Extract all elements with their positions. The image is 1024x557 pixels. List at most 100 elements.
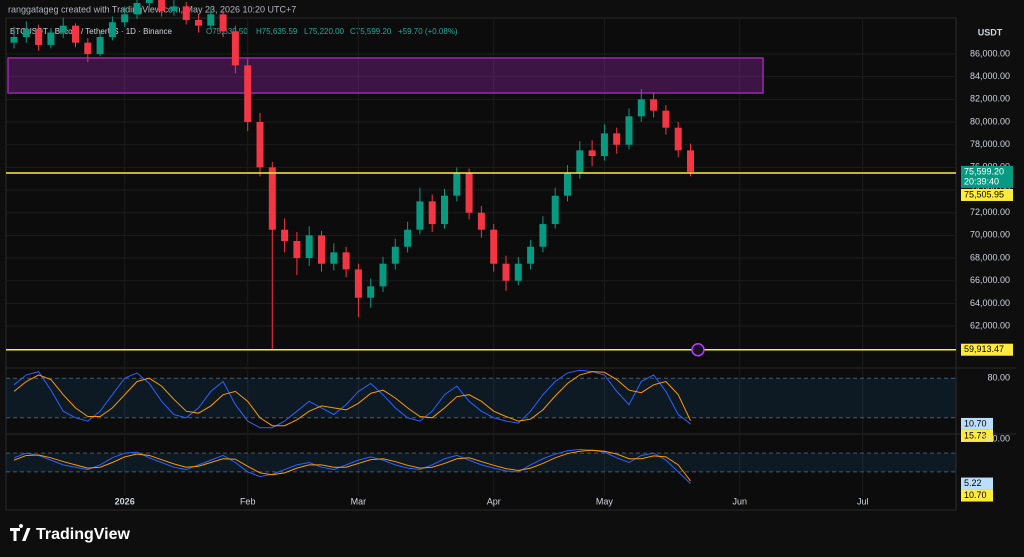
candle-body: [268, 167, 276, 230]
symbol: BTCUSDT · Bitcoin / TetherUS · 1D · Bina…: [10, 27, 173, 36]
candle-body: [330, 252, 338, 264]
candle-body: [514, 263, 522, 281]
x-tick-label: Jul: [857, 496, 869, 506]
candle-body: [674, 127, 682, 151]
y-tick-label: 80.00: [987, 373, 1010, 383]
candle-body: [47, 32, 55, 45]
last-value-box: [961, 477, 993, 490]
candle-body: [293, 241, 301, 259]
candle-body: [527, 246, 535, 264]
brand: TradingView: [36, 526, 131, 543]
last-value-box: [961, 489, 993, 502]
last-value-box: [961, 417, 993, 430]
ohlc-label: L75,220.00: [304, 27, 345, 36]
alert-icon: [691, 342, 705, 357]
y-tick-label: 100.00: [982, 433, 1010, 443]
candle-body: [219, 14, 227, 32]
indicator-line: [13, 449, 691, 482]
header: ranggatageg created with TradingView.com…: [8, 4, 296, 14]
last-price-label: 75,599.20: [964, 166, 1004, 176]
candle-body: [650, 99, 658, 111]
ohlc-label: O75,539.50: [206, 27, 248, 36]
x-tick-label: Jun: [732, 496, 747, 506]
candle-body: [600, 133, 608, 157]
candle-body: [551, 195, 559, 225]
candle-body: [10, 37, 18, 43]
candle-body: [84, 42, 92, 55]
y-tick-label: 78,000.00: [970, 139, 1010, 149]
indicator-line: [13, 371, 691, 427]
countdown: 20:39:40: [964, 176, 999, 186]
candle-body: [490, 229, 498, 264]
candle-body: [342, 252, 350, 270]
candle-body: [256, 122, 264, 168]
x-tick-label: Apr: [487, 496, 501, 506]
x-tick-label: May: [596, 496, 614, 506]
y-tick-label: 82,000.00: [970, 94, 1010, 104]
y-tick-label: 86,000.00: [970, 48, 1010, 58]
y-tick-label: 84,000.00: [970, 71, 1010, 81]
candle-body: [305, 235, 313, 259]
candle-body: [207, 14, 215, 26]
candle-body: [72, 25, 79, 43]
candle-body: [354, 269, 362, 298]
y-tick-label: 70,000.00: [970, 230, 1010, 240]
y-tick-label: 62,000.00: [970, 320, 1010, 330]
x-tick-label: Feb: [240, 496, 256, 506]
level-label-box: [961, 188, 1013, 201]
candle-body: [145, 0, 153, 3]
candle-body: [428, 201, 436, 225]
y-tick-label: 72,000.00: [970, 207, 1010, 217]
candle-body: [170, 6, 178, 11]
ohlc-label: H75,635.59: [256, 27, 298, 36]
y-tick-label: 80,000.00: [970, 116, 1010, 126]
candle-body: [379, 263, 387, 287]
level-label: 75,505.95: [964, 189, 1004, 199]
candle-body: [182, 6, 190, 20]
candle-body: [121, 14, 129, 23]
candle-body: [404, 229, 412, 247]
currency: USDT: [978, 27, 1003, 37]
last-value-label: 10.70: [964, 490, 987, 500]
candle-body: [231, 31, 239, 66]
level-label: 59,913.47: [964, 344, 1004, 354]
candle-body: [416, 201, 424, 230]
x-tick-label: Mar: [351, 496, 367, 506]
last-value-label: 10.70: [964, 418, 987, 428]
candle-body: [625, 116, 633, 145]
candle-body: [613, 133, 621, 145]
candle-body: [367, 286, 375, 298]
band: [6, 453, 956, 472]
candle-body: [502, 263, 510, 281]
last-price-box: [961, 165, 1013, 188]
candle-body: [59, 25, 67, 33]
plot-frame: [5, 17, 957, 511]
candle-body: [441, 195, 448, 225]
candle-body: [588, 150, 596, 157]
last-value-box: [961, 429, 993, 442]
logo: [10, 524, 31, 541]
candle-body: [195, 20, 202, 26]
last-value-label: 5.22: [964, 478, 982, 488]
candle-body: [133, 2, 141, 15]
band: [6, 378, 956, 418]
candle-body: [318, 235, 325, 264]
candle-body: [391, 246, 399, 264]
candle-body: [453, 173, 461, 196]
last-value-label: 15.73: [964, 430, 987, 440]
y-tick-label: 64,000.00: [970, 298, 1010, 308]
candle-body: [96, 37, 104, 55]
candle-body: [35, 29, 43, 45]
ohlc-label: +59.70 (+0.08%): [398, 27, 458, 36]
candle-body: [637, 99, 645, 117]
candle-body: [158, 0, 166, 11]
y-tick-label: 66,000.00: [970, 275, 1010, 285]
candle-body: [662, 110, 670, 128]
indicator-line: [13, 369, 691, 429]
y-tick-label: 68,000.00: [970, 252, 1010, 262]
candle-body: [281, 229, 289, 242]
x-tick-label: 2026: [115, 496, 135, 506]
candle-body: [564, 173, 571, 196]
level-label-box: [961, 343, 1013, 356]
